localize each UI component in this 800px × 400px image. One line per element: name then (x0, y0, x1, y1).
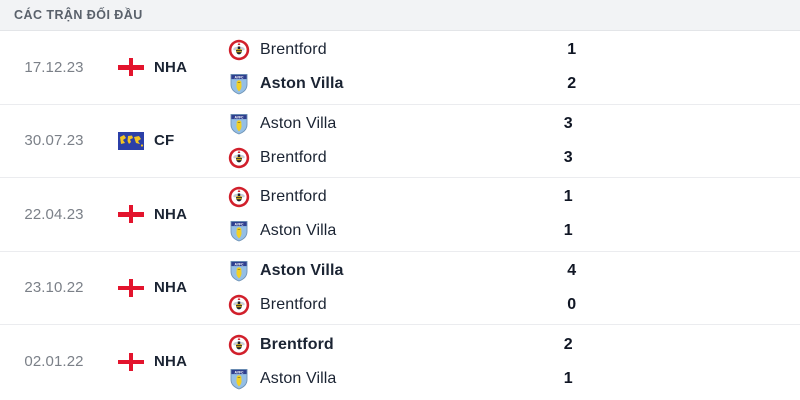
home-team-row[interactable]: AVFC Aston Villa (228, 113, 496, 135)
away-team-score: 0 (567, 295, 577, 313)
home-team-name: Aston Villa (260, 261, 344, 279)
brentford-badge-icon (228, 294, 250, 316)
svg-text:AVFC: AVFC (235, 223, 245, 227)
svg-text:AVFC: AVFC (235, 370, 245, 374)
away-team-name: Brentford (260, 295, 327, 313)
england-flag-icon (118, 352, 144, 371)
away-team-row[interactable]: AVFC Aston Villa (228, 220, 496, 242)
away-team-name: Brentford (260, 148, 327, 166)
home-team-score: 2 (563, 335, 573, 353)
competition-cell: NHA (108, 278, 218, 297)
home-team-row[interactable]: Brentford (228, 39, 499, 61)
competition-cell: CF (108, 131, 218, 150)
home-team-name: Aston Villa (260, 114, 337, 132)
scores-cell: 1 1 (496, 186, 641, 242)
away-team-score: 1 (563, 222, 573, 240)
match-date: 30.07.23 (24, 132, 84, 150)
panel-header: CÁC TRẬN ĐỐI ĐẦU (0, 0, 800, 31)
england-flag-icon (118, 205, 144, 224)
teams-cell: Brentford AVFC Aston Villa (218, 334, 496, 390)
svg-text:AVFC: AVFC (235, 76, 245, 80)
away-team-name: Aston Villa (260, 222, 337, 240)
home-team-score: 1 (563, 188, 573, 206)
competition-label: CF (154, 132, 175, 150)
competition-label: NHA (154, 353, 188, 371)
competition-cell: NHA (108, 58, 218, 77)
home-team-row[interactable]: Brentford (228, 186, 496, 208)
match-date: 17.12.23 (24, 58, 84, 76)
brentford-badge-icon (228, 39, 250, 61)
svg-text:AVFC: AVFC (235, 262, 245, 266)
teams-cell: Brentford AVFC Aston Villa (218, 39, 499, 95)
scores-cell: 2 1 (496, 334, 641, 390)
away-team-row[interactable]: AVFC Aston Villa (228, 368, 496, 390)
home-team-name: Brentford (260, 188, 327, 206)
panel-title: CÁC TRẬN ĐỐI ĐẦU (14, 8, 143, 22)
scores-cell: 4 0 (499, 260, 644, 316)
match-list: 17.12.23 NHA Brentford AVFC Aston Villa … (0, 31, 800, 399)
match-row[interactable]: 23.10.22 NHA AVFC Aston Villa Brentford … (0, 251, 800, 325)
away-team-score: 3 (563, 148, 573, 166)
home-team-name: Brentford (260, 41, 327, 59)
match-date: 23.10.22 (24, 279, 84, 297)
scores-cell: 3 3 (496, 113, 641, 169)
match-row[interactable]: 22.04.23 NHA Brentford AVFC Aston Villa … (0, 178, 800, 252)
home-team-row[interactable]: AVFC Aston Villa (228, 260, 499, 282)
england-flag-icon (118, 58, 144, 77)
aston-villa-badge-icon: AVFC (228, 368, 250, 390)
match-row[interactable]: 17.12.23 NHA Brentford AVFC Aston Villa … (0, 31, 800, 105)
brentford-badge-icon (228, 186, 250, 208)
competition-cell: NHA (108, 352, 218, 371)
home-team-name: Brentford (260, 335, 334, 353)
match-row[interactable]: 02.01.22 NHA Brentford AVFC Aston Villa … (0, 325, 800, 399)
brentford-badge-icon (228, 147, 250, 169)
competition-label: NHA (154, 205, 188, 223)
scores-cell: 1 2 (499, 39, 644, 95)
away-team-row[interactable]: Brentford (228, 147, 496, 169)
england-flag-icon (118, 278, 144, 297)
aston-villa-badge-icon: AVFC (228, 260, 250, 282)
teams-cell: AVFC Aston Villa Brentford (218, 260, 499, 316)
world-flag-icon (118, 131, 144, 150)
svg-text:AVFC: AVFC (235, 115, 245, 119)
away-team-row[interactable]: Brentford (228, 294, 499, 316)
home-team-score: 3 (563, 114, 573, 132)
competition-cell: NHA (108, 205, 218, 224)
home-team-score: 4 (567, 261, 577, 279)
match-date: 22.04.23 (24, 205, 84, 223)
home-team-row[interactable]: Brentford (228, 334, 496, 356)
away-team-name: Aston Villa (260, 75, 344, 93)
match-date: 02.01.22 (24, 353, 84, 371)
competition-label: NHA (154, 58, 188, 76)
aston-villa-badge-icon: AVFC (228, 220, 250, 242)
brentford-badge-icon (228, 334, 250, 356)
aston-villa-badge-icon: AVFC (228, 113, 250, 135)
teams-cell: AVFC Aston Villa Brentford (218, 113, 496, 169)
aston-villa-badge-icon: AVFC (228, 73, 250, 95)
away-team-score: 1 (563, 369, 573, 387)
teams-cell: Brentford AVFC Aston Villa (218, 186, 496, 242)
competition-label: NHA (154, 279, 188, 297)
away-team-row[interactable]: AVFC Aston Villa (228, 73, 499, 95)
home-team-score: 1 (567, 41, 577, 59)
away-team-score: 2 (567, 75, 577, 93)
away-team-name: Aston Villa (260, 369, 337, 387)
match-row[interactable]: 30.07.23 CF AVFC Aston Villa Brentford 3… (0, 104, 800, 178)
